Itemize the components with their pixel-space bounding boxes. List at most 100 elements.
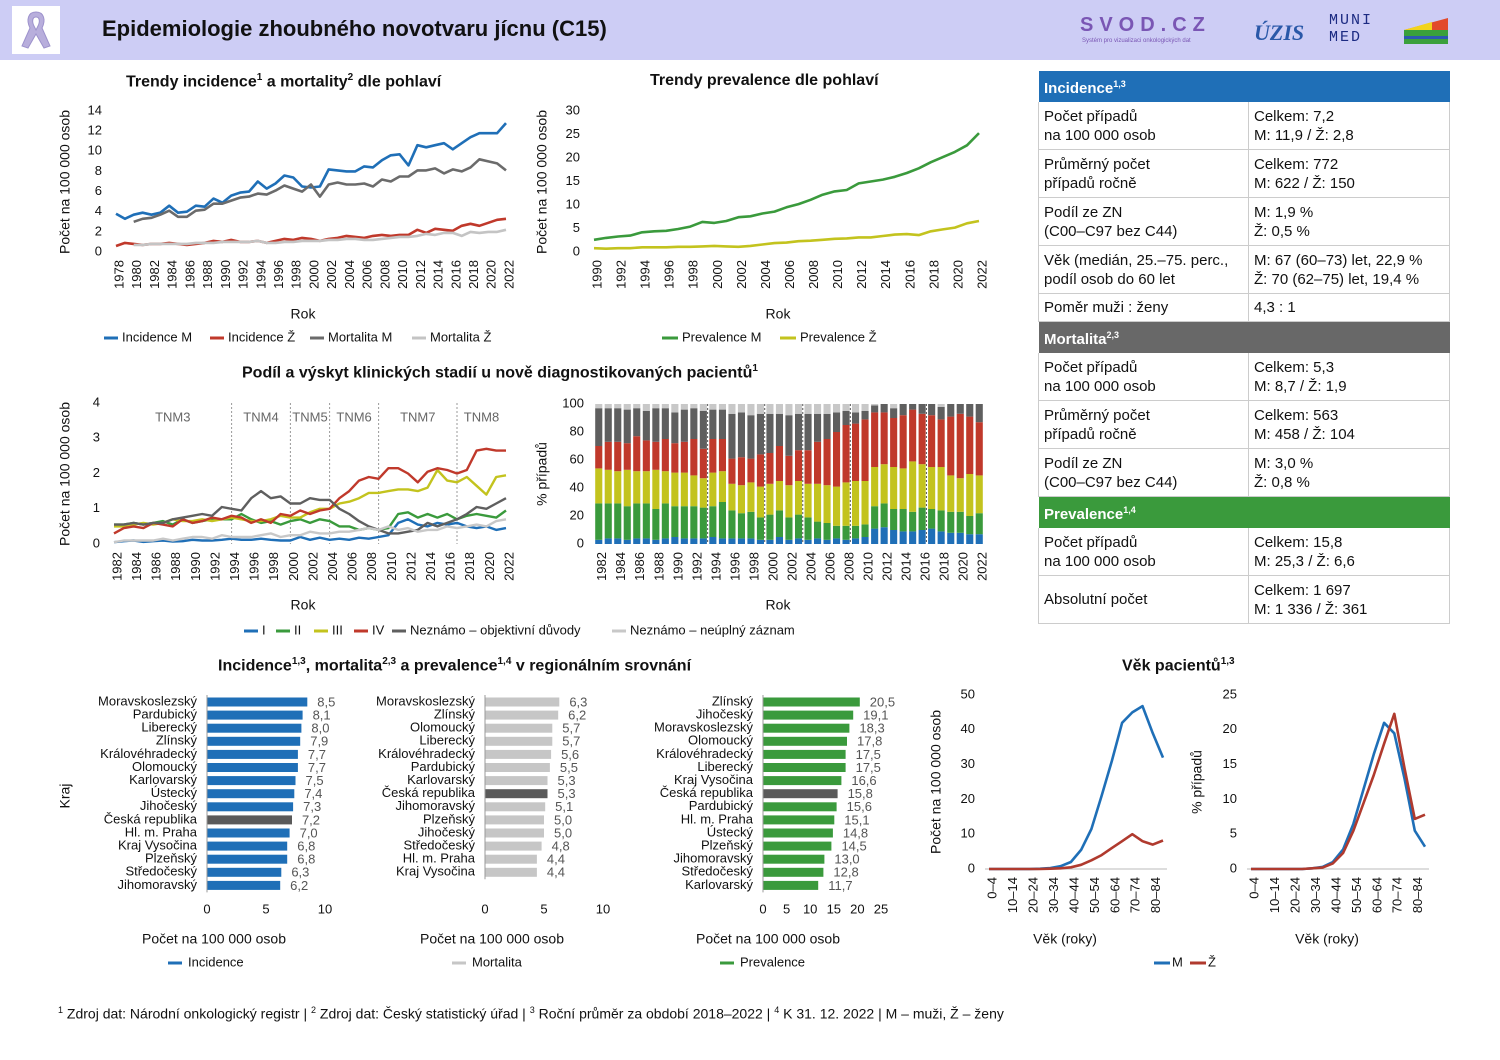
x-tick-label: 20 — [850, 901, 864, 916]
x-tick-label: 2020 — [956, 552, 971, 581]
stage-bar-segment — [947, 416, 955, 476]
stage-bar-segment — [652, 469, 660, 509]
region-bar — [485, 723, 553, 733]
stage-bar-segment — [661, 408, 669, 439]
region-label: Hl. m. Praha — [125, 824, 198, 839]
y-tick-label: 10 — [1223, 791, 1237, 806]
stage-bar-segment — [642, 538, 650, 544]
y-axis-label: Počet na 100 000 osob — [928, 710, 944, 854]
stage-bar-segment — [699, 507, 707, 539]
y-tick-label: 30 — [566, 102, 580, 117]
x-tick-label: 1992 — [207, 552, 222, 581]
stage-bar-segment — [956, 404, 964, 414]
region-label: Královéhradecký — [656, 746, 753, 761]
summary-key: Poměr muži : ženy — [1038, 293, 1249, 322]
stage-bar-segment — [709, 537, 717, 544]
region-value-label: 5,5 — [560, 760, 578, 775]
legend-label: Incidence M — [122, 329, 192, 344]
stage-bar-segment — [728, 458, 736, 484]
region-bar — [763, 697, 860, 707]
stage-bar-segment — [861, 481, 869, 525]
series-line-i — [113, 518, 507, 544]
y-tick-label: 12 — [88, 123, 102, 138]
stage-bar-segment — [890, 408, 898, 418]
y-tick-label: 80 — [570, 423, 584, 438]
stage-bar-segment — [633, 408, 641, 437]
region-value-label: 8,0 — [311, 721, 329, 736]
region-value-label: 20,5 — [870, 694, 895, 709]
stage-bar-segment — [918, 507, 926, 530]
x-tick-label: 0 — [759, 901, 766, 916]
stage-bar-segment — [671, 404, 679, 413]
x-tick-label: 2006 — [822, 552, 837, 581]
x-tick-label: 1998 — [289, 260, 304, 289]
stage-bar-segment — [966, 416, 974, 474]
region-bar — [207, 697, 308, 707]
stage-bar-segment — [814, 404, 822, 414]
stage-bar-segment — [861, 524, 869, 537]
stage-bar-segment — [661, 439, 669, 472]
region-label: Plzeňský — [145, 851, 198, 866]
stage-bar-segment — [652, 404, 660, 409]
stage-bar-segment — [861, 404, 869, 411]
stage-bar-segment — [680, 506, 688, 539]
region-value-label: 5,3 — [558, 773, 576, 788]
region-bar — [207, 749, 298, 759]
stage-bar-segment — [899, 468, 907, 509]
legend-label: IV — [372, 622, 385, 637]
stage-bar-segment — [890, 509, 898, 530]
stage-bar-segment — [956, 532, 964, 544]
region-label: Moravskoslezský — [654, 720, 753, 735]
stage-bar-segment — [814, 413, 822, 442]
summary-value: Celkem: 5,3 M: 8,7 / Ž: 1,9 — [1248, 352, 1450, 401]
y-tick-label: 8 — [95, 163, 102, 178]
stage-bar-segment — [833, 538, 841, 544]
x-tick-label: 1996 — [247, 552, 262, 581]
x-tick-label: 10 — [318, 901, 332, 916]
y-tick-label: 40 — [961, 721, 975, 736]
y-tick-label: 10 — [961, 826, 975, 841]
region-label: Kraj Vysočina — [118, 838, 198, 853]
region-label: Královéhradecký — [100, 746, 197, 761]
region-label: Ústecký — [707, 824, 754, 839]
stage-bar-segment — [785, 517, 793, 540]
region-label: Kraj Vysočina — [396, 864, 476, 879]
svod-logo-subtitle: Systém pro vizualizaci onkologických dat — [1082, 38, 1191, 44]
summary-key: Průměrný počet případů ročně — [1038, 149, 1249, 198]
x-tick-label: 2020 — [484, 260, 499, 289]
y-tick-label: 100 — [562, 395, 584, 410]
series-line-mortalita- — [133, 228, 507, 247]
stage-bar-segment — [623, 404, 631, 410]
stage-bar-segment — [871, 404, 879, 406]
region-value-label: 5,6 — [561, 747, 579, 762]
stage-bar-segment — [928, 467, 936, 509]
stage-bar-segment — [966, 404, 974, 417]
x-tick-label: 70–74 — [1128, 877, 1143, 913]
region-label: Liberecký — [419, 733, 475, 748]
x-tick-label: 2008 — [842, 552, 857, 581]
region-label: Jihočeský — [418, 824, 476, 839]
stage-bar-segment — [633, 538, 641, 544]
y-tick-label: 0 — [573, 243, 580, 258]
stage-bar-segment — [756, 486, 764, 518]
summary-table: Incidence1,3 Počet případů na 100 000 osob… — [1038, 70, 1450, 624]
region-value-label: 5,7 — [562, 734, 580, 749]
x-axis-label: Věk (roky) — [1295, 931, 1359, 947]
region-bar — [207, 867, 282, 877]
mortality-header-label: Mortalita — [1044, 330, 1107, 348]
y-axis-label: % případů — [1189, 750, 1205, 814]
x-tick-label: 1992 — [689, 552, 704, 581]
region-label: Ústecký — [151, 785, 198, 800]
region-bar — [485, 776, 548, 786]
x-tick-label: 60–64 — [1369, 877, 1384, 913]
stage-bar-segment — [956, 413, 964, 479]
x-tick-label: 2022 — [501, 552, 516, 581]
region-value-label: 5,0 — [554, 825, 572, 840]
x-tick-label: 1984 — [165, 260, 180, 289]
stage-bar-segment — [975, 475, 983, 514]
x-tick-label: 2016 — [902, 260, 917, 289]
region-value-label: 8,5 — [317, 694, 335, 709]
prevalence-section-header: Prevalence1,4 — [1038, 496, 1450, 528]
stage-bar-segment — [614, 471, 622, 504]
legend-label: Prevalence Ž — [800, 329, 877, 344]
